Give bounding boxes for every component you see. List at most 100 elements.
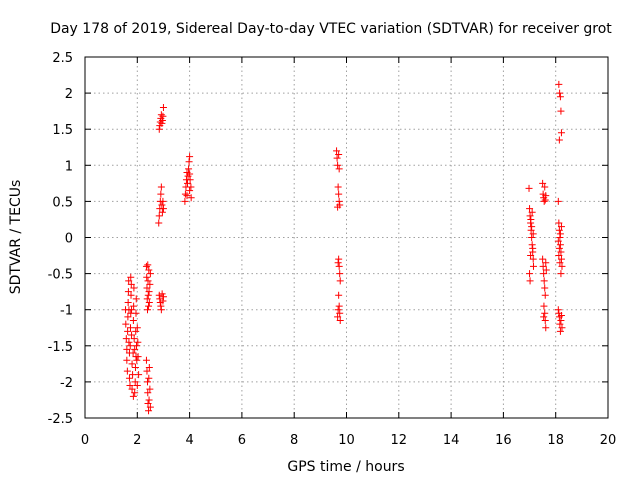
data-point — [186, 153, 194, 161]
data-point — [129, 317, 137, 325]
data-point — [541, 309, 549, 317]
data-point — [123, 367, 131, 375]
data-point — [183, 192, 191, 200]
data-point — [146, 385, 154, 393]
x-tick-label: 6 — [238, 433, 246, 448]
data-point — [159, 104, 167, 112]
x-tick-label: 12 — [391, 433, 408, 448]
data-point — [554, 237, 562, 245]
data-point — [556, 234, 564, 241]
data-point — [143, 273, 151, 281]
data-point — [557, 317, 565, 325]
data-point — [333, 147, 341, 155]
data-point — [540, 197, 548, 205]
data-point — [336, 270, 344, 278]
data-point — [557, 129, 565, 137]
data-point — [132, 309, 140, 317]
x-tick-label: 20 — [600, 433, 617, 448]
data-point — [159, 197, 167, 205]
data-point — [159, 112, 167, 120]
data-point — [542, 259, 550, 267]
y-tick-label: 1 — [65, 159, 73, 174]
data-point — [129, 392, 137, 400]
data-point — [143, 306, 151, 314]
y-tick-label: 0.5 — [52, 195, 73, 210]
data-point — [145, 298, 153, 306]
y-tick-label: -2.5 — [48, 412, 73, 427]
y-tick-label: 2 — [65, 87, 73, 102]
data-point — [335, 190, 343, 198]
x-tick-label: 8 — [290, 433, 298, 448]
data-point — [528, 223, 536, 231]
data-point — [155, 219, 163, 227]
chart-title: Day 178 of 2019, Sidereal Day-to-day VTE… — [50, 21, 612, 37]
data-point — [143, 378, 151, 386]
y-tick-label: -1 — [60, 304, 73, 319]
data-point — [123, 356, 131, 364]
data-point — [527, 252, 535, 260]
data-point — [131, 389, 139, 397]
y-axis-label: SDTVAR / TECUs — [8, 180, 24, 295]
data-point — [158, 117, 166, 125]
data-point — [125, 374, 133, 382]
data-point — [334, 259, 342, 267]
data-point — [144, 277, 152, 285]
data-point — [134, 338, 142, 346]
y-tick-label: -2 — [60, 376, 73, 391]
data-point — [542, 324, 550, 332]
data-point — [556, 93, 564, 101]
x-axis-label: GPS time / hours — [287, 459, 404, 475]
data-point — [555, 226, 563, 234]
data-point — [540, 277, 548, 285]
data-point — [142, 356, 150, 364]
data-point — [145, 266, 153, 274]
x-tick-label: 10 — [338, 433, 355, 448]
data-point — [557, 223, 565, 231]
data-point — [555, 219, 563, 227]
data-point — [526, 205, 534, 213]
data-point — [125, 277, 133, 285]
data-point — [128, 331, 136, 339]
data-point — [122, 335, 130, 343]
data-point — [529, 262, 537, 270]
data-point — [142, 262, 150, 270]
data-point — [525, 184, 533, 192]
data-point — [126, 342, 134, 350]
data-point — [129, 371, 137, 379]
data-point — [555, 80, 563, 88]
data-point — [157, 183, 165, 191]
x-tick-label: 2 — [133, 433, 141, 448]
data-point — [335, 150, 343, 158]
data-point — [128, 385, 136, 393]
data-point — [526, 270, 534, 278]
data-point — [132, 353, 140, 361]
x-tick-label: 0 — [81, 433, 89, 448]
data-point — [334, 313, 342, 321]
data-point — [542, 192, 550, 200]
data-point — [556, 320, 564, 328]
data-point — [159, 297, 167, 305]
data-point — [529, 255, 537, 263]
data-point — [158, 201, 166, 209]
data-point — [526, 277, 534, 285]
data-point — [185, 158, 193, 166]
x-tick-labels: 0 2 4 6 8 10 12 14 16 18 20 — [81, 433, 616, 448]
data-point — [539, 255, 547, 263]
data-point — [130, 302, 138, 310]
data-point — [541, 291, 549, 299]
y-tick-label: -0.5 — [48, 268, 73, 283]
data-point — [186, 170, 194, 178]
data-point — [334, 161, 342, 169]
data-point — [541, 284, 549, 292]
data-point — [336, 277, 344, 285]
data-point — [144, 261, 152, 269]
data-point — [334, 183, 342, 191]
data-point — [144, 400, 152, 408]
data-point — [335, 165, 343, 173]
data-point — [556, 230, 564, 238]
data-point — [132, 327, 140, 335]
data-point — [130, 284, 138, 292]
data-point — [146, 270, 154, 278]
y-tick-label: 2.5 — [52, 51, 73, 66]
data-point — [556, 327, 564, 335]
